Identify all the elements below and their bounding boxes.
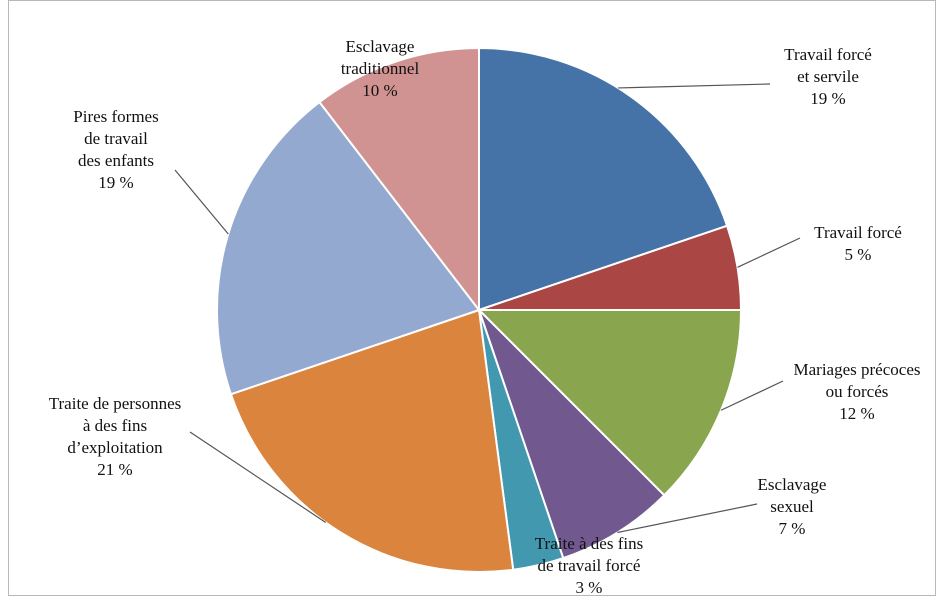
slice-name-line: Pires formes xyxy=(73,107,158,126)
slice-label-6: Pires formes de travail des enfants 19 % xyxy=(73,107,158,192)
slice-value-label: 10 % xyxy=(362,81,397,100)
slice-name-line: Traite de personnes xyxy=(49,394,182,413)
slice-label-1: Travail forcé 5 % xyxy=(814,223,902,264)
slice-name-line: de travail forcé xyxy=(538,556,641,575)
slice-name-line: traditionnel xyxy=(341,59,420,78)
slice-name-line: de travail xyxy=(84,129,148,148)
slice-name-line: des enfants xyxy=(78,151,154,170)
slice-label-3: Esclavage sexuel 7 % xyxy=(758,475,827,538)
pie-slice-5 xyxy=(229,308,515,573)
slice-label-5: Traite de personnes à des fins d’exploitat… xyxy=(49,394,182,479)
slice-value-label: 19 % xyxy=(810,89,845,108)
slice-labels: Travail forcé et servile 19 %Travail forcé… xyxy=(49,37,921,597)
slice-name-line: Travail forcé xyxy=(814,223,902,242)
slice-name-line: sexuel xyxy=(770,497,814,516)
slice-name-line: Traite à des fins xyxy=(535,534,643,553)
leader-line-5 xyxy=(189,431,327,523)
slice-name-line: Mariages précoces xyxy=(794,360,921,379)
slice-value-label: 5 % xyxy=(845,245,872,264)
leader-line-3 xyxy=(617,503,758,534)
slice-value-label: 19 % xyxy=(98,173,133,192)
pie-slice-2 xyxy=(476,309,743,497)
leader-lines xyxy=(174,83,801,534)
slice-name-line: Esclavage xyxy=(346,37,415,56)
slice-name-line: ou forcés xyxy=(826,382,889,401)
pie-slice-6 xyxy=(216,100,481,396)
pie-slice-3 xyxy=(478,309,666,560)
slice-name-line: Travail forcé xyxy=(784,45,872,64)
leader-line-0 xyxy=(618,83,771,89)
slice-name-line: et servile xyxy=(797,67,859,86)
leader-line-1 xyxy=(737,237,801,268)
slice-value-label: 7 % xyxy=(779,519,806,538)
leader-line-6 xyxy=(174,169,229,235)
slice-value-label: 3 % xyxy=(576,578,603,597)
slice-label-7: Esclavage traditionnel 10 % xyxy=(341,37,420,100)
pie-slice-7 xyxy=(318,46,480,313)
leader-line-2 xyxy=(720,380,784,411)
slice-label-4: Traite à des fins de travail forcé 3 % xyxy=(535,534,643,597)
pie-slices xyxy=(216,46,743,573)
slice-name-line: Esclavage xyxy=(758,475,827,494)
slice-label-2: Mariages précoces ou forcés 12 % xyxy=(794,360,921,423)
slice-label-0: Travail forcé et servile 19 % xyxy=(784,45,872,108)
slice-value-label: 21 % xyxy=(97,460,132,479)
slice-name-line: à des fins xyxy=(83,416,147,435)
slice-name-line: d’exploitation xyxy=(67,438,163,457)
pie-slice-0 xyxy=(478,46,729,312)
slice-value-label: 12 % xyxy=(839,404,874,423)
